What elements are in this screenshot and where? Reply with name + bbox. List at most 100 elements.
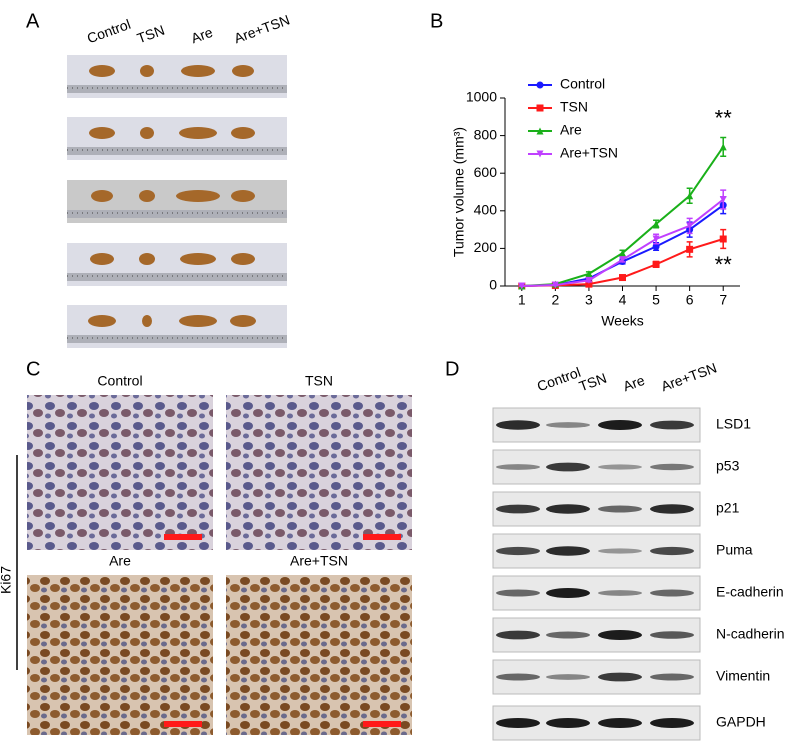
panel-b: 0 200 400 600 800 1000 1 2 3 4 5 6 7 Weeks Tumor volum… <box>451 76 740 329</box>
band <box>496 420 540 430</box>
band <box>598 505 642 513</box>
band <box>598 630 642 640</box>
tumor <box>181 65 215 77</box>
band <box>650 463 694 471</box>
legend-label: Are <box>560 122 582 138</box>
column-label: Are+TSN <box>659 359 719 394</box>
image-label: TSN <box>305 373 333 389</box>
x-tick-label: 1 <box>518 292 526 308</box>
tumor <box>91 190 113 202</box>
band <box>496 589 540 597</box>
series-line <box>521 198 724 287</box>
marker <box>686 192 694 200</box>
tumor <box>90 253 114 265</box>
x-tick-label: 4 <box>619 292 627 308</box>
marker <box>518 282 526 290</box>
band <box>496 718 540 728</box>
marker <box>619 249 626 257</box>
annotation: ** <box>715 105 733 130</box>
row-label: p21 <box>716 500 740 516</box>
band <box>546 462 590 472</box>
band <box>546 546 590 556</box>
image-label: Control <box>97 373 142 389</box>
tumor <box>232 65 254 77</box>
x-tick-label: 7 <box>719 292 727 308</box>
tumor <box>230 315 256 327</box>
row-label: Vimentin <box>716 668 770 684</box>
band <box>650 589 694 597</box>
band <box>598 672 642 682</box>
tumor <box>180 253 216 265</box>
legend-label: TSN <box>560 99 588 115</box>
y-tick-label: 600 <box>474 164 498 180</box>
marker <box>585 270 593 278</box>
marker <box>536 81 544 89</box>
ruler <box>67 147 287 155</box>
band <box>650 673 694 681</box>
series-line <box>521 204 724 287</box>
annotation: ** <box>715 252 733 277</box>
marker <box>585 276 593 284</box>
y-axis-label: Tumor volume (mm³) <box>451 127 467 257</box>
band <box>546 588 590 598</box>
marker <box>619 274 626 282</box>
marker <box>536 127 544 135</box>
row-label: LSD1 <box>716 416 751 432</box>
ruler <box>67 210 287 218</box>
row-label: p53 <box>716 458 740 474</box>
x-tick-label: 5 <box>652 292 660 308</box>
scale-bar <box>363 534 401 540</box>
y-tick-label: 200 <box>474 239 498 255</box>
tumor <box>142 315 152 327</box>
panel-label: C <box>26 358 40 380</box>
column-label: Are+TSN <box>232 11 292 46</box>
tumor <box>140 127 154 139</box>
column-label: TSN <box>577 370 609 395</box>
band <box>650 420 694 430</box>
row-label: N-cadherin <box>716 626 784 642</box>
image-label: Are+TSN <box>290 553 348 569</box>
scale-bar <box>363 721 401 727</box>
marker <box>719 143 727 151</box>
tumor <box>179 315 217 327</box>
band <box>496 504 540 514</box>
band <box>546 504 590 514</box>
band <box>598 420 642 430</box>
y-tick-label: 800 <box>474 126 498 142</box>
row-label: Puma <box>716 542 753 558</box>
column-label: Control <box>535 364 583 394</box>
row-label: Ki67 <box>0 566 14 594</box>
ihc-image <box>226 575 412 735</box>
tumor <box>89 127 115 139</box>
row-label: E-cadherin <box>716 584 784 600</box>
tumor <box>176 190 220 202</box>
tumor <box>231 253 255 265</box>
band <box>496 464 540 470</box>
band <box>598 590 642 596</box>
tumor <box>139 253 155 265</box>
band <box>546 422 590 428</box>
tumor <box>88 315 116 327</box>
panel-label: A <box>26 10 40 32</box>
marker <box>652 260 660 268</box>
marker <box>536 150 544 158</box>
ruler <box>67 335 287 343</box>
marker <box>652 235 660 243</box>
marker <box>719 196 727 204</box>
marker <box>652 243 660 251</box>
row-label: GAPDH <box>716 714 766 730</box>
y-tick-label: 400 <box>474 202 498 218</box>
marker <box>686 245 694 253</box>
y-tick-label: 0 <box>489 277 497 293</box>
tumor <box>179 127 217 139</box>
x-tick-label: 3 <box>585 292 593 308</box>
marker <box>686 222 694 230</box>
tumor <box>231 127 255 139</box>
column-label: Are <box>621 372 647 395</box>
x-tick-label: 2 <box>551 292 559 308</box>
marker <box>536 104 544 112</box>
scale-bar <box>164 721 202 727</box>
scale-bar <box>164 534 202 540</box>
